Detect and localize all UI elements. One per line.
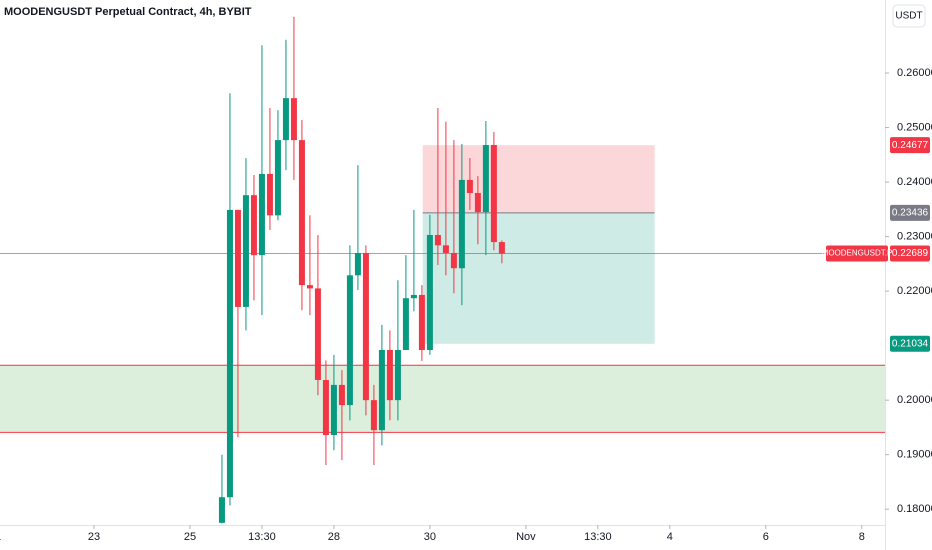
candle-body bbox=[218, 497, 225, 523]
symbol-tag: MOODENGUSDT.P bbox=[822, 249, 893, 258]
candle-body bbox=[474, 192, 481, 213]
stop-zone bbox=[422, 145, 655, 213]
stop-price-tag-bg bbox=[890, 137, 930, 154]
x-tick-label: 13:30 bbox=[584, 531, 612, 543]
plot bbox=[0, 16, 885, 524]
candle-body bbox=[426, 234, 433, 350]
target-zone bbox=[422, 212, 655, 344]
candle-body bbox=[450, 252, 457, 269]
x-tick-label: 4 bbox=[667, 531, 673, 543]
candle-body bbox=[490, 145, 497, 243]
candle-body bbox=[434, 234, 441, 246]
stop-price-tag: 0.24677 bbox=[892, 140, 929, 151]
candle-body bbox=[482, 145, 489, 213]
symbol-tag-bg bbox=[826, 245, 888, 262]
zone bbox=[0, 365, 885, 433]
candle-body bbox=[338, 384, 345, 406]
entry-price-tag-bg bbox=[890, 204, 930, 221]
candle-body bbox=[242, 195, 249, 307]
x-tick-label: 28 bbox=[328, 531, 340, 543]
x-tick-label: 6 bbox=[763, 531, 769, 543]
candle-body bbox=[442, 245, 449, 253]
chart-title: MOODENGUSDT Perpetual Contract, 4h, BYBI… bbox=[4, 6, 252, 18]
candle-body bbox=[498, 242, 505, 254]
candle-body bbox=[274, 140, 281, 216]
candle-body bbox=[234, 209, 241, 307]
candle-body bbox=[402, 298, 409, 350]
candle-body bbox=[354, 252, 361, 276]
x-tick-label: 13:30 bbox=[248, 531, 276, 543]
candle-body bbox=[386, 350, 393, 401]
candle-body bbox=[290, 98, 297, 141]
candle-body bbox=[282, 98, 289, 141]
target-price-tag: 0.21034 bbox=[892, 338, 929, 349]
currency-label: USDT bbox=[895, 11, 922, 22]
candle-body bbox=[458, 179, 465, 269]
x-tick-label: 1 bbox=[0, 531, 1, 543]
candle-body bbox=[346, 275, 353, 406]
candle-body bbox=[410, 294, 417, 299]
x-tick-label: 25 bbox=[184, 531, 196, 543]
candle-body bbox=[378, 350, 385, 431]
candle-body bbox=[298, 140, 305, 286]
currency-button[interactable] bbox=[892, 4, 926, 28]
x-tick-label: 8 bbox=[859, 531, 865, 543]
candle-body bbox=[266, 173, 273, 216]
candle-body bbox=[418, 294, 425, 350]
x-tick-label: 30 bbox=[424, 531, 436, 543]
candle-body bbox=[306, 285, 313, 289]
candle-body bbox=[250, 195, 257, 256]
x-tick-label: Nov bbox=[516, 531, 536, 543]
x-tick-label: 23 bbox=[88, 531, 100, 543]
candle-body bbox=[314, 288, 321, 380]
entry-price-tag: 0.23436 bbox=[892, 207, 929, 218]
last-price-tag: 0.22689 bbox=[892, 248, 929, 259]
last-price-tag-bg bbox=[890, 245, 930, 262]
candle-body bbox=[258, 173, 265, 256]
candle-body bbox=[322, 379, 329, 436]
candle-body bbox=[226, 209, 233, 498]
y-tick-label: 0.26000 bbox=[897, 67, 932, 79]
candle-body bbox=[330, 384, 337, 436]
candle-body bbox=[394, 350, 401, 401]
candle-body bbox=[370, 400, 377, 431]
candle-body bbox=[362, 252, 369, 401]
candle-body bbox=[466, 179, 473, 193]
target-price-tag-bg bbox=[890, 335, 930, 352]
